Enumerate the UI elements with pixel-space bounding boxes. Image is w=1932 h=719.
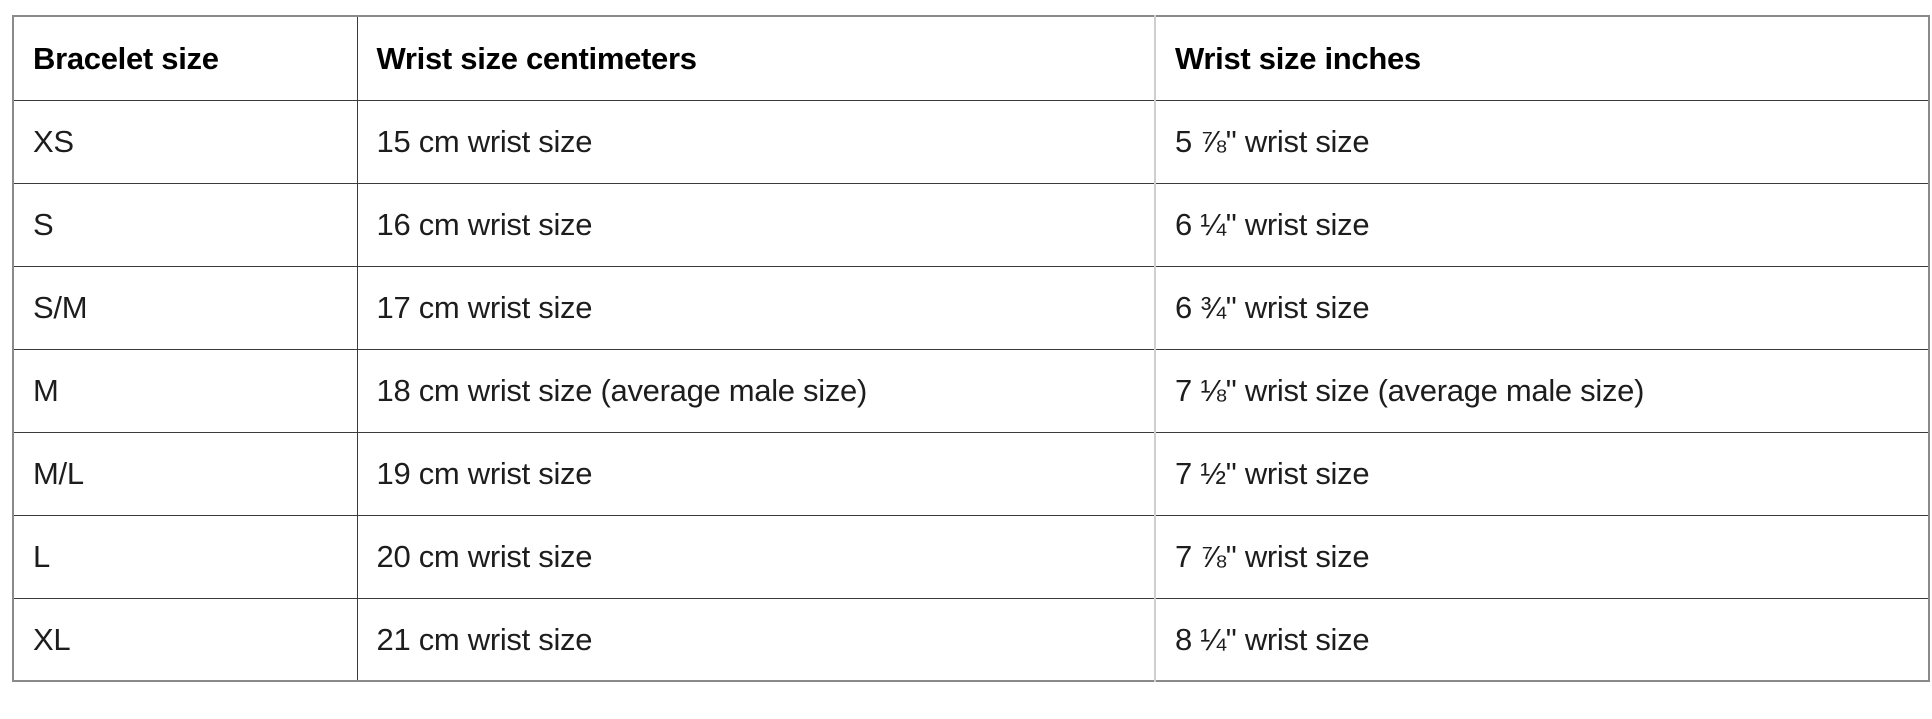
cell-wrist-size-inches: 7 ⅛" wrist size (average male size) bbox=[1155, 348, 1929, 432]
cell-wrist-size-cm: 21 cm wrist size bbox=[357, 597, 1156, 681]
cell-wrist-size-cm: 16 cm wrist size bbox=[357, 182, 1156, 266]
cell-wrist-size-inches: 6 ¼" wrist size bbox=[1155, 182, 1929, 266]
cell-bracelet-size: M bbox=[13, 348, 358, 432]
column-header-bracelet-size: Bracelet size bbox=[13, 16, 358, 101]
cell-bracelet-size: S bbox=[13, 182, 358, 266]
table-row: XS 15 cm wrist size 5 ⅞" wrist size bbox=[13, 100, 1929, 183]
header-row: Bracelet size Wrist size centimeters Wri… bbox=[13, 16, 1929, 101]
table-row: S/M 17 cm wrist size 6 ¾" wrist size bbox=[13, 265, 1929, 349]
table-row: M/L 19 cm wrist size 7 ½" wrist size bbox=[13, 431, 1929, 515]
cell-bracelet-size: XS bbox=[13, 100, 358, 183]
cell-wrist-size-inches: 6 ¾" wrist size bbox=[1155, 265, 1929, 349]
cell-wrist-size-cm: 17 cm wrist size bbox=[357, 265, 1156, 349]
cell-wrist-size-inches: 8 ¼" wrist size bbox=[1155, 597, 1929, 681]
bracelet-size-chart: Bracelet size Wrist size centimeters Wri… bbox=[12, 15, 1932, 682]
table-row: L 20 cm wrist size 7 ⅞" wrist size bbox=[13, 514, 1929, 598]
table-row: XL 21 cm wrist size 8 ¼" wrist size bbox=[13, 597, 1929, 681]
cell-wrist-size-cm: 19 cm wrist size bbox=[357, 431, 1156, 515]
column-header-wrist-size-inches: Wrist size inches bbox=[1155, 16, 1929, 101]
cell-wrist-size-inches: 5 ⅞" wrist size bbox=[1175, 123, 1370, 159]
size-chart-table: Bracelet size Wrist size centimeters Wri… bbox=[12, 15, 1930, 682]
table-row: S 16 cm wrist size 6 ¼" wrist size bbox=[13, 182, 1929, 266]
cell-bracelet-size: XL bbox=[13, 597, 358, 681]
cell-wrist-size-inches: 7 ½" wrist size bbox=[1155, 431, 1929, 515]
cell-bracelet-size: M/L bbox=[13, 431, 358, 515]
cell-wrist-size-inches: 7 ⅞" wrist size bbox=[1155, 514, 1929, 598]
cell-wrist-size-cm: 18 cm wrist size (average male size) bbox=[357, 348, 1156, 432]
column-header-wrist-size-cm: Wrist size centimeters bbox=[357, 16, 1156, 101]
cell-wrist-size-cm: 15 cm wrist size bbox=[357, 100, 1156, 183]
cell-bracelet-size: L bbox=[13, 514, 358, 598]
table-row: M 18 cm wrist size (average male size) 7… bbox=[13, 348, 1929, 432]
cell-wrist-size-cm: 20 cm wrist size bbox=[357, 514, 1156, 598]
table-body: XS 15 cm wrist size 5 ⅞" wrist size S 16… bbox=[13, 100, 1929, 681]
cell-bracelet-size: S/M bbox=[13, 265, 358, 349]
